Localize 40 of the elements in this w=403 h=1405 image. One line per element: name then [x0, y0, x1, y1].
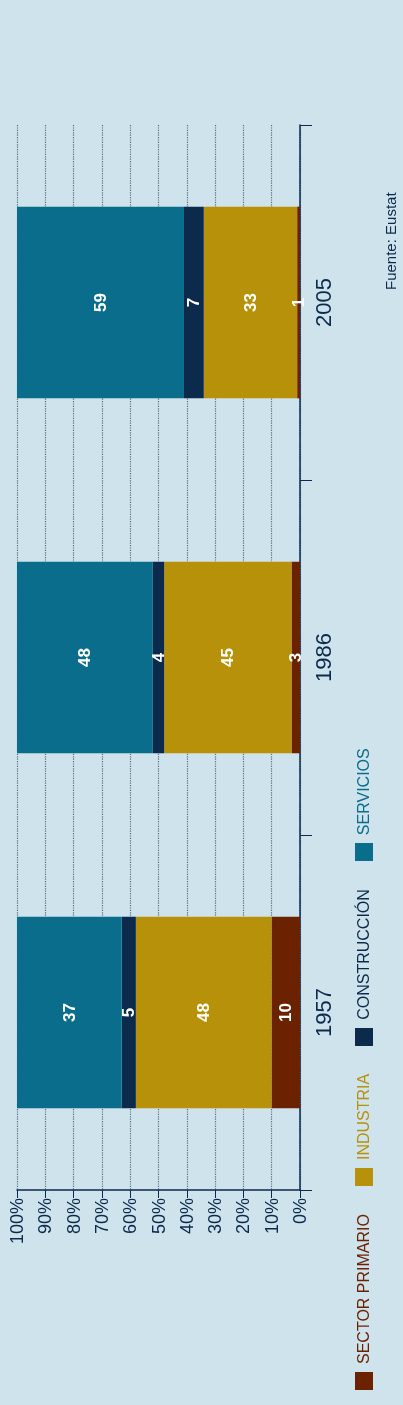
data-label: 45	[218, 648, 238, 667]
x-tick-label: 20%	[233, 1198, 254, 1235]
bar	[17, 561, 153, 754]
x-tick-label: 100%	[7, 1198, 27, 1245]
data-label: 4	[149, 652, 168, 663]
y-tick-label: 1957	[310, 988, 336, 1037]
x-tick-label: 60%	[120, 1198, 141, 1235]
y-tick-label: 2005	[310, 278, 336, 327]
bar	[271, 916, 300, 1109]
bar	[135, 916, 272, 1109]
x-tick-label: 80%	[63, 1198, 84, 1235]
source-note: Fuente: Eustat	[382, 192, 399, 290]
data-label: 37	[59, 1003, 79, 1022]
x-tick-label: 30%	[205, 1198, 226, 1235]
bar	[183, 206, 204, 399]
data-label: 48	[194, 1003, 214, 1022]
data-label: 10	[276, 1003, 296, 1022]
x-tick-label: 10%	[261, 1198, 282, 1235]
bar	[121, 916, 136, 1109]
y-tick-label: 1986	[310, 633, 336, 682]
x-tick-label: 0%	[290, 1198, 310, 1225]
data-label: 48	[75, 648, 95, 667]
x-tick-label: 40%	[176, 1198, 197, 1235]
text: SECTOR PRIMARIO	[355, 1214, 373, 1364]
data-label: 5	[119, 1007, 139, 1018]
text: CONSTRUCCIÓN	[355, 889, 373, 1020]
bar	[17, 206, 184, 399]
x-tick-label: 70%	[91, 1198, 112, 1235]
text: SERVICIOS	[355, 748, 373, 836]
x-tick-label: 50%	[148, 1198, 169, 1235]
bar	[152, 561, 165, 754]
data-label: 33	[240, 293, 260, 312]
text: INDUSTRIA	[355, 1073, 373, 1161]
bar	[291, 561, 300, 754]
bar	[17, 916, 122, 1109]
data-label: 3	[286, 652, 306, 663]
x-tick-label: 90%	[35, 1198, 56, 1235]
data-label: 1	[289, 297, 309, 308]
data-label: 59	[90, 293, 110, 312]
data-label: 7	[184, 297, 204, 308]
